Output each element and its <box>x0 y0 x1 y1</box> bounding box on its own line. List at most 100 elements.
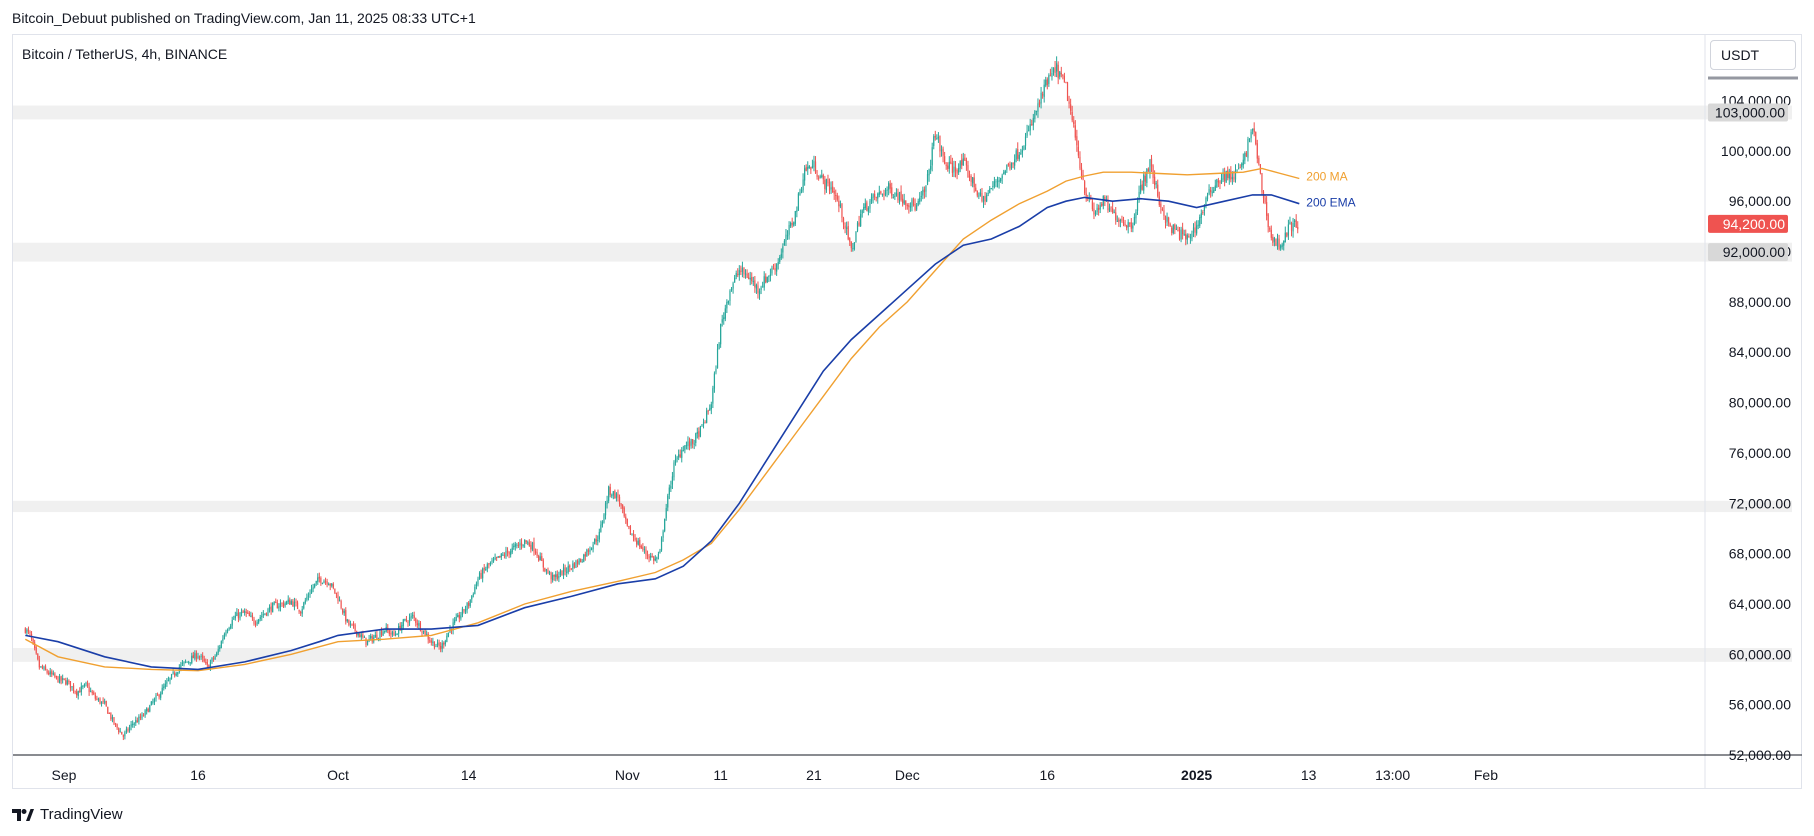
candle-body <box>242 611 244 613</box>
candle-body <box>954 167 957 172</box>
candle-body <box>496 557 498 559</box>
candle-body <box>1230 170 1232 180</box>
candle-body <box>513 545 515 548</box>
footer-brand[interactable]: TradingView <box>12 806 123 823</box>
candle-body <box>233 618 235 620</box>
candle-body <box>732 283 734 289</box>
candle-body <box>928 169 930 176</box>
candle-body <box>365 637 367 645</box>
y-tick-label: 100,000.00 <box>1721 143 1791 159</box>
candle-body <box>66 680 68 685</box>
candle-body <box>113 717 115 725</box>
candle-body <box>1099 205 1101 210</box>
candle-body <box>1102 195 1104 206</box>
candle-body <box>667 495 669 508</box>
candle-body <box>258 619 260 623</box>
candle-body <box>370 635 372 639</box>
ema-200-line <box>25 194 1300 671</box>
candle-body <box>1084 181 1086 194</box>
candle-body <box>905 200 907 205</box>
candle-body <box>452 622 454 631</box>
candle-body <box>310 588 313 594</box>
candle-body <box>953 166 955 173</box>
candle-body <box>146 708 148 712</box>
candle-body <box>1141 184 1143 190</box>
candle-body <box>625 516 627 520</box>
candle-body <box>40 666 42 668</box>
candle-body <box>961 159 963 166</box>
candle-body <box>85 683 87 685</box>
candle-body <box>1269 228 1271 230</box>
candle-body <box>1275 239 1277 246</box>
candle-body <box>1068 101 1070 104</box>
candle-body <box>1192 227 1195 233</box>
candle-body <box>102 700 104 702</box>
candle-body <box>786 235 789 237</box>
candle-body <box>637 540 639 545</box>
candle-body <box>354 624 356 631</box>
candle-body <box>29 631 31 634</box>
x-tick-label: 21 <box>806 767 822 783</box>
currency-button[interactable]: USDT <box>1710 40 1796 70</box>
candle-body <box>570 568 572 570</box>
candle-body <box>804 168 806 181</box>
candle-body <box>839 204 842 207</box>
candle-body <box>737 273 739 275</box>
candle-body <box>723 317 725 320</box>
candle-body <box>82 686 84 688</box>
candle-body <box>1140 185 1142 193</box>
candle-body <box>614 490 616 499</box>
candle-body <box>897 193 899 201</box>
candle-body <box>920 196 922 198</box>
candle-body <box>791 223 793 225</box>
candle-body <box>100 701 103 704</box>
candle-body <box>880 191 882 194</box>
candle-body <box>273 602 275 604</box>
candle-body <box>332 584 334 588</box>
footer-brand-label: TradingView <box>40 806 123 823</box>
candle-body <box>931 147 933 166</box>
support-resistance-zone <box>13 500 1792 513</box>
candle-body <box>483 567 485 570</box>
candle-body <box>253 618 255 624</box>
candle-body <box>656 557 658 560</box>
candle-body <box>175 673 177 676</box>
candle-body <box>127 729 129 731</box>
candle-body <box>1217 180 1220 183</box>
candle-body <box>153 698 156 703</box>
candle-body <box>1079 156 1081 169</box>
candle-body <box>290 601 292 605</box>
candle-body <box>180 664 182 668</box>
candle-body <box>1200 213 1202 218</box>
candle-body <box>91 691 93 694</box>
candle-body <box>825 178 828 191</box>
x-tick-label: 13:00 <box>1375 767 1410 783</box>
candle-body <box>673 462 675 478</box>
candle-body <box>654 558 656 561</box>
candle-body <box>1015 150 1017 160</box>
candle-body <box>46 670 48 673</box>
candle-body <box>559 570 562 576</box>
candle-body <box>810 167 812 170</box>
candle-body <box>555 574 557 578</box>
candle-body <box>455 617 457 621</box>
candle-body <box>272 602 274 613</box>
candle-body <box>916 205 918 210</box>
candle-body <box>281 602 283 604</box>
candle-body <box>1135 211 1137 219</box>
candle-body <box>1177 230 1179 232</box>
candle-body <box>99 698 101 704</box>
candle-body <box>1196 225 1198 234</box>
candle-body <box>926 174 929 185</box>
candle-body <box>987 193 989 195</box>
candle-body <box>296 602 299 610</box>
candle-body <box>972 177 974 184</box>
candle-body <box>335 592 338 594</box>
candle-body <box>765 276 767 283</box>
candle-body <box>785 234 787 242</box>
candle-body <box>542 560 544 568</box>
candle-body <box>379 631 381 638</box>
candle-body <box>55 676 58 678</box>
candle-body <box>293 601 296 608</box>
